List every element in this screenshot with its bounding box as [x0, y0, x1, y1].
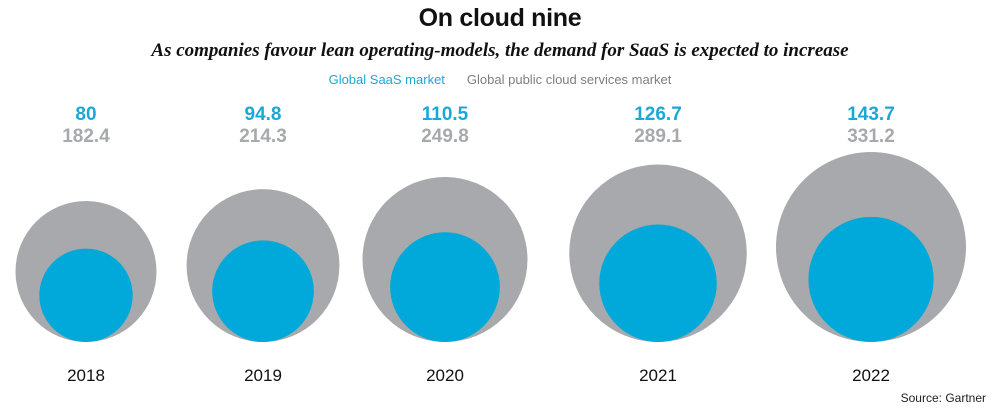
saas-bubble-2022 — [808, 216, 934, 342]
legend-item-cloud: Global public cloud services market — [466, 72, 672, 87]
chart-subtitle: As companies favour lean operating-model… — [151, 40, 849, 61]
saas-bubble-2021 — [599, 224, 717, 342]
legend: Global SaaS market Global public cloud s… — [0, 72, 1000, 87]
cloud-value-label-2022: 331.2 — [847, 126, 895, 147]
cloud-value-label-2021: 289.1 — [634, 126, 682, 147]
year-label-2020: 2020 — [426, 366, 464, 385]
cloud-value-label-2020: 249.8 — [421, 126, 469, 147]
year-label-2019: 2019 — [244, 366, 282, 385]
saas-bubble-2019 — [212, 240, 314, 342]
cloud-value-label-2019: 214.3 — [239, 126, 287, 147]
source-note: Source: Gartner — [900, 391, 986, 405]
saas-value-label-2019: 94.8 — [245, 104, 282, 125]
saas-value-label-2021: 126.7 — [634, 104, 682, 125]
saas-value-label-2022: 143.7 — [847, 104, 895, 125]
saas-value-label-2020: 110.5 — [422, 104, 469, 125]
saas-value-label-2018: 80 — [75, 104, 96, 125]
year-label-2021: 2021 — [639, 366, 677, 385]
year-label-2018: 2018 — [67, 366, 105, 385]
saas-bubble-2020 — [390, 232, 500, 342]
saas-bubble-2018 — [39, 248, 133, 342]
chart-title: On cloud nine — [418, 4, 582, 32]
cloud-value-label-2018: 182.4 — [62, 126, 110, 147]
legend-item-saas: Global SaaS market — [328, 72, 445, 87]
year-label-2022: 2022 — [852, 366, 890, 385]
